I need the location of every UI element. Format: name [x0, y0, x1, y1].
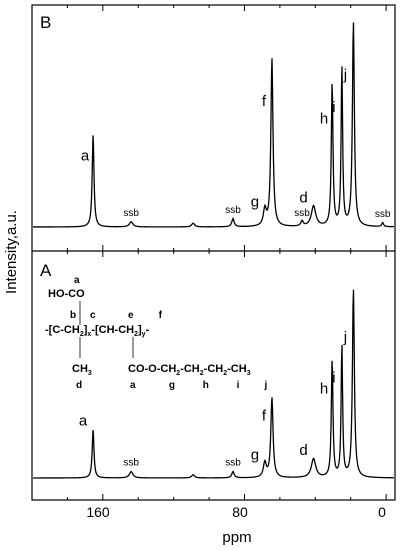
peak-label-B-8: h	[320, 111, 328, 128]
x-axis-ticks	[66, 5, 387, 500]
structure-acid-group: HO-CO	[48, 288, 85, 300]
backbone-close-2: ]	[138, 324, 142, 336]
structure-letters-e-f: e f	[128, 310, 163, 321]
ester-end: -CH	[227, 363, 247, 375]
panel-label-A: A	[40, 261, 52, 280]
structure-backbone: -[C-CH2]x-[CH-CH2]y-	[45, 324, 150, 338]
structure-letters-b-c: b c	[70, 310, 96, 321]
peak-label-A-6: d	[299, 442, 307, 459]
chemical-structure: a HO-CO b c e f -[C-CH2]x-[CH-CH2]y- CH3…	[45, 275, 267, 391]
peak-label-B-0: a	[81, 148, 90, 165]
structure-letters-bottom: a g h i j	[130, 380, 267, 391]
peak-label-B-6: ssb	[294, 208, 310, 219]
ester-sub-2c: 2	[223, 370, 227, 377]
ester-mid-1: -CH	[180, 363, 200, 375]
structure-methyl: CH3	[72, 363, 92, 377]
backbone-end: -	[146, 324, 150, 336]
x-tick-label-160: 160	[86, 504, 110, 520]
peak-label-B-1: ssb	[123, 208, 139, 219]
backbone-sub-2a: 2	[80, 331, 84, 338]
panel-label-B: B	[40, 13, 51, 32]
peak-label-A-0: a	[79, 413, 88, 430]
backbone-sub-2b: 2	[134, 331, 138, 338]
structure-ester-chain: CO-O-CH2-CH2-CH2-CH3	[128, 363, 251, 377]
peak-label-A-9: j	[343, 329, 347, 346]
methyl-ch: CH	[72, 363, 88, 375]
x-tick-label-0: 0	[378, 504, 386, 520]
y-axis-label: Intensity,a.u.	[3, 210, 20, 294]
peak-label-A-4: g	[251, 446, 259, 463]
ester-sub-2b: 2	[200, 370, 204, 377]
backbone-sub-x: x	[87, 331, 91, 338]
peak-label-B-4: g	[251, 194, 259, 211]
ester-sub-2a: 2	[176, 370, 180, 377]
backbone-left: -[C-CH	[45, 324, 80, 336]
peak-label-B-10: j	[343, 66, 347, 83]
peak-label-B-9: i	[332, 99, 335, 116]
ester-sub-3: 3	[247, 370, 251, 377]
structure-letter-d: d	[76, 380, 82, 391]
plot-frame	[31, 4, 396, 501]
spectrum-line-A	[33, 289, 395, 479]
x-tick-label-80: 80	[232, 504, 248, 520]
x-axis-label: ppm	[222, 529, 251, 546]
peak-label-B-5: f	[262, 93, 267, 110]
peak-label-B-3: ssb	[225, 205, 241, 216]
methyl-sub-3: 3	[88, 370, 92, 377]
peak-label-B-7: d	[299, 190, 307, 207]
peak-label-A-7: h	[320, 380, 328, 397]
peak-label-A-3: ssb	[225, 458, 241, 469]
ester-mid-2: -CH	[204, 363, 224, 375]
structure-label-a-top: a	[74, 275, 80, 286]
backbone-close-1: ]	[84, 324, 88, 336]
peak-label-A-5: f	[262, 408, 267, 425]
ester-start: CO-O-CH	[128, 363, 176, 375]
peak-label-A-8: i	[332, 370, 335, 387]
backbone-sub-y: y	[142, 331, 146, 338]
peak-label-A-1: ssb	[123, 458, 139, 469]
spectrum-line-B	[33, 22, 395, 228]
peak-label-B-11: ssb	[375, 209, 391, 220]
backbone-mid: -[CH-CH	[91, 324, 134, 336]
